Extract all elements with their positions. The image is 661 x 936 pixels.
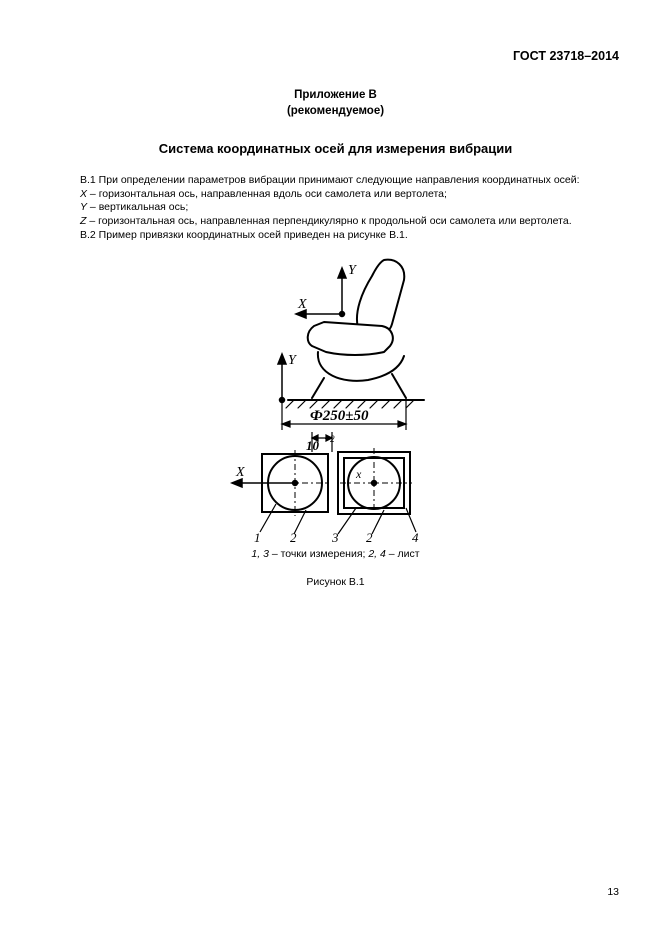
legend-end: – лист bbox=[386, 548, 420, 560]
axis-x-text: – горизонтальная ось, направленная вдоль… bbox=[87, 188, 447, 200]
figure-container: Y X Y Ф250±50 bbox=[52, 252, 619, 589]
svg-text:x: x bbox=[355, 467, 362, 481]
axis-y-upper-label: Y bbox=[348, 263, 358, 278]
callout-3: 3 bbox=[331, 530, 339, 542]
axis-z-def: Z – горизонтальная ось, направленная пер… bbox=[52, 215, 619, 229]
axis-x-label: X bbox=[80, 188, 87, 200]
appendix-label: Приложение В bbox=[52, 88, 619, 103]
paragraph-b2: В.2 Пример привязки координатных осей пр… bbox=[52, 229, 619, 243]
axis-x-upper-label: X bbox=[297, 297, 307, 312]
figure-b1: Y X Y Ф250±50 bbox=[206, 252, 466, 589]
axis-y-mid-label: Y bbox=[288, 353, 298, 368]
dim-10: 10 bbox=[306, 438, 320, 453]
legend-24: 2, 4 bbox=[368, 548, 386, 560]
document-id: ГОСТ 23718–2014 bbox=[52, 48, 619, 64]
callout-4: 4 bbox=[412, 530, 419, 542]
figure-legend: 1, 3 – точки измерения; 2, 4 – лист bbox=[206, 548, 466, 562]
dim-phi250: Ф250±50 bbox=[310, 408, 369, 424]
axis-x-lower-label: X bbox=[235, 465, 245, 480]
appendix-note: (рекомендуемое) bbox=[52, 104, 619, 119]
legend-mid: – точки измерения; bbox=[269, 548, 368, 560]
callout-2b: 2 bbox=[366, 530, 373, 542]
figure-svg: Y X Y Ф250±50 bbox=[206, 252, 466, 542]
dim-10-tol: +2 bbox=[324, 434, 335, 444]
axis-z-text: – горизонтальная ось, направленная перпе… bbox=[86, 215, 571, 227]
paragraph-b1: В.1 При определении параметров вибрации … bbox=[52, 174, 619, 188]
axis-y-label: Y bbox=[80, 201, 87, 213]
axis-x-def: X – горизонтальная ось, направленная вдо… bbox=[52, 188, 619, 202]
axis-y-text: – вертикальная ось; bbox=[87, 201, 188, 213]
legend-13: 1, 3 bbox=[251, 548, 269, 560]
figure-caption: Рисунок В.1 bbox=[206, 576, 466, 590]
axis-y-def: Y – вертикальная ось; bbox=[52, 201, 619, 215]
callout-2: 2 bbox=[290, 530, 297, 542]
page-number: 13 bbox=[607, 886, 619, 900]
section-title: Система координатных осей для измерения … bbox=[52, 141, 619, 158]
callout-1: 1 bbox=[254, 530, 261, 542]
